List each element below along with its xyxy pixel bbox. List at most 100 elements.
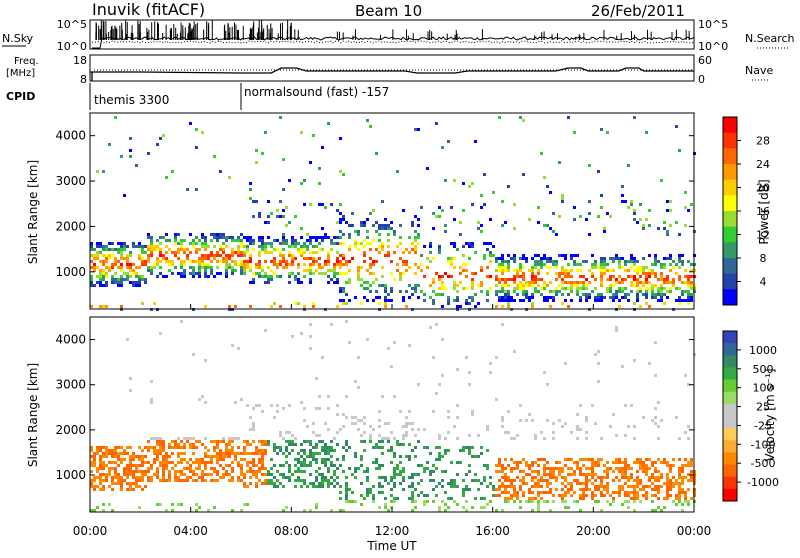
echo-cell (543, 467, 546, 470)
echo-cell (408, 266, 411, 269)
echo-cell (342, 446, 345, 449)
echo-cell (165, 458, 168, 461)
echo-cell (651, 461, 654, 464)
echo-cell (636, 272, 639, 275)
echo-cell (378, 302, 381, 305)
echo-cell (561, 500, 564, 503)
echo-cell (240, 464, 243, 467)
echo-cell (666, 473, 669, 476)
echo-cell (189, 272, 192, 275)
echo-cell (117, 251, 120, 254)
echo-cell (186, 467, 189, 470)
echo-cell (408, 476, 411, 479)
echo-cell (492, 488, 495, 491)
echo-cell (258, 254, 261, 257)
echo-cell (366, 470, 369, 473)
echo-cell (510, 296, 513, 299)
echo-cell (243, 269, 246, 272)
echo-cell (174, 239, 177, 242)
echo-cell (621, 278, 624, 281)
echo-cell (318, 395, 321, 398)
echo-cell (462, 488, 465, 491)
echo-cell (501, 425, 504, 428)
echo-cell (198, 398, 201, 401)
echo-cell (387, 224, 390, 227)
echo-cell (597, 500, 600, 503)
echo-cell (342, 458, 345, 461)
echo-cell (513, 275, 516, 278)
echo-cell (288, 281, 291, 284)
echo-cell (684, 191, 687, 194)
echo-cell (294, 302, 297, 305)
echo-cell (288, 245, 291, 248)
echo-cell (612, 479, 615, 482)
echo-cell (657, 293, 660, 296)
echo-cell (264, 281, 267, 284)
echo-cell (264, 245, 267, 248)
echo-cell (384, 290, 387, 293)
echo-cell (330, 440, 333, 443)
echo-cell (642, 470, 645, 473)
echo-cell (141, 473, 144, 476)
echo-cell (456, 416, 459, 419)
echo-cell (297, 461, 300, 464)
echo-cell (294, 257, 297, 260)
echo-cell (273, 482, 276, 485)
echo-cell (468, 452, 471, 455)
echo-cell (192, 452, 195, 455)
echo-cell (600, 194, 603, 197)
echo-cell (609, 284, 612, 287)
echo-cell (204, 269, 207, 272)
echo-cell (225, 473, 228, 476)
colorbar-swatch (723, 355, 737, 368)
echo-cell (150, 467, 153, 470)
echo-cell (372, 239, 375, 242)
echo-cell (447, 506, 450, 509)
xaxis-label: Time UT (366, 539, 417, 553)
echo-cell (159, 446, 162, 449)
echo-cell (156, 503, 159, 506)
echo-cell (501, 263, 504, 266)
echo-cell (213, 257, 216, 260)
echo-cell (240, 467, 243, 470)
echo-cell (327, 269, 330, 272)
echo-cell (300, 470, 303, 473)
echo-cell (525, 482, 528, 485)
echo-cell (129, 254, 132, 257)
echo-cell (321, 449, 324, 452)
echo-cell (567, 263, 570, 266)
echo-cell (444, 230, 447, 233)
echo-cell (519, 269, 522, 272)
echo-cell (276, 479, 279, 482)
echo-cell (585, 296, 588, 299)
echo-cell (345, 497, 348, 500)
echo-cell (111, 482, 114, 485)
echo-cell (546, 461, 549, 464)
echo-cell (600, 494, 603, 497)
echo-cell (612, 413, 615, 416)
echo-cell (219, 170, 222, 173)
echo-cell (468, 434, 471, 437)
echo-cell (438, 206, 441, 209)
echo-cell (630, 404, 633, 407)
echo-cell (687, 278, 690, 281)
echo-cell (189, 437, 192, 440)
echo-cell (267, 221, 270, 224)
echo-cell (483, 257, 486, 260)
echo-cell (201, 260, 204, 263)
echo-cell (243, 251, 246, 254)
echo-cell (99, 260, 102, 263)
echo-cell (582, 260, 585, 263)
echo-cell (261, 239, 264, 242)
echo-cell (606, 485, 609, 488)
echo-cell (528, 218, 531, 221)
echo-cell (531, 491, 534, 494)
echo-cell (660, 509, 663, 512)
echo-cell (336, 242, 339, 245)
echo-cell (549, 509, 552, 512)
echo-cell (570, 284, 573, 287)
echo-cell (675, 482, 678, 485)
echo-cell (654, 476, 657, 479)
echo-cell (120, 305, 123, 308)
echo-cell (630, 485, 633, 488)
